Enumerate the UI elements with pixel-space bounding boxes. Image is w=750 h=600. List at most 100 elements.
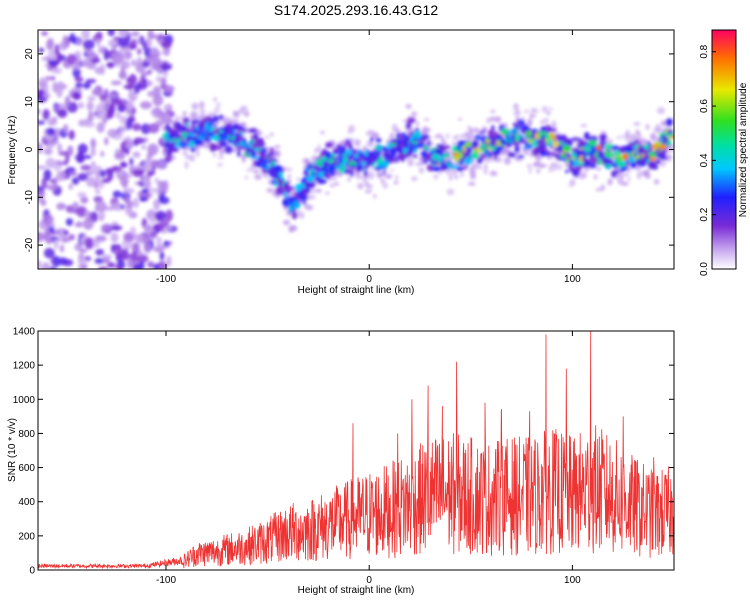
heat-cell bbox=[639, 137, 646, 144]
heat-cell bbox=[260, 162, 268, 170]
heat-cell bbox=[364, 189, 373, 194]
y-tick-label: 0 bbox=[29, 566, 35, 577]
heat-cell bbox=[524, 109, 529, 114]
heat-cell bbox=[154, 210, 167, 221]
heat-cell bbox=[348, 143, 353, 151]
heat-cell bbox=[275, 175, 280, 179]
heat-cell bbox=[320, 130, 325, 135]
heat-cell bbox=[396, 138, 402, 144]
heat-cell bbox=[155, 236, 162, 246]
heat-cell bbox=[611, 170, 617, 178]
heat-cell bbox=[56, 202, 66, 211]
heat-cell bbox=[96, 122, 105, 133]
heat-cell bbox=[238, 134, 243, 141]
heat-cell bbox=[186, 122, 190, 127]
heat-cell bbox=[46, 235, 52, 245]
heat-cell bbox=[298, 189, 305, 198]
heat-cell bbox=[110, 166, 123, 171]
heat-cell bbox=[314, 177, 323, 182]
heat-cell bbox=[513, 103, 519, 110]
heat-cell bbox=[146, 209, 157, 221]
heat-cell bbox=[336, 143, 341, 149]
heat-cell bbox=[95, 171, 101, 184]
heat-cell bbox=[84, 210, 90, 221]
heat-cell bbox=[160, 77, 167, 87]
heat-cell bbox=[136, 48, 142, 55]
heat-cell bbox=[359, 161, 368, 165]
heat-cell bbox=[325, 142, 333, 149]
y-tick-label: 1200 bbox=[13, 361, 36, 372]
heat-cell bbox=[454, 154, 460, 163]
heat-cell bbox=[194, 138, 203, 146]
heat-cell bbox=[94, 188, 101, 195]
heat-cell bbox=[106, 62, 115, 69]
heat-cell bbox=[541, 105, 549, 113]
heat-cell bbox=[269, 146, 274, 154]
heat-cell bbox=[121, 60, 131, 70]
heat-cell bbox=[529, 112, 534, 120]
heat-cell bbox=[627, 175, 631, 183]
heat-cell bbox=[102, 254, 113, 259]
x-tick-label: 0 bbox=[366, 575, 372, 586]
heat-cell bbox=[141, 236, 152, 242]
heat-cell bbox=[285, 167, 293, 172]
heat-cell bbox=[254, 173, 263, 180]
heat-cell bbox=[46, 127, 56, 136]
heat-cell bbox=[75, 153, 86, 164]
heat-cell bbox=[218, 155, 225, 160]
x-tick-label: -100 bbox=[156, 274, 176, 285]
heat-cell bbox=[175, 139, 180, 145]
heat-cell bbox=[415, 162, 424, 167]
heat-cell bbox=[578, 174, 585, 180]
heat-cell bbox=[339, 150, 346, 155]
heat-cell bbox=[230, 124, 238, 130]
heat-cell bbox=[166, 225, 173, 231]
heat-cell bbox=[184, 153, 191, 160]
heat-cell bbox=[440, 167, 446, 172]
heat-cell bbox=[636, 170, 643, 178]
heat-cell bbox=[635, 158, 644, 165]
heat-cell bbox=[557, 144, 563, 151]
heat-cell bbox=[141, 144, 147, 150]
heat-cell bbox=[189, 154, 195, 162]
heat-cell bbox=[219, 141, 224, 145]
heat-cell bbox=[112, 190, 122, 198]
heat-cell bbox=[243, 110, 250, 117]
heat-cell bbox=[468, 127, 474, 134]
heat-cell bbox=[634, 139, 640, 144]
heat-cell bbox=[155, 244, 167, 251]
heat-cell bbox=[128, 211, 138, 219]
heat-cell bbox=[182, 151, 187, 156]
heat-cell bbox=[651, 143, 658, 151]
heat-cell bbox=[550, 162, 558, 166]
heat-cell bbox=[483, 168, 487, 175]
heat-cell bbox=[643, 157, 648, 165]
heat-cell bbox=[293, 200, 300, 208]
y-tick-label: -10 bbox=[24, 190, 35, 205]
y-tick-label: -20 bbox=[24, 237, 35, 252]
heat-cell bbox=[375, 137, 382, 143]
heat-cell bbox=[446, 188, 455, 196]
heat-cell bbox=[567, 165, 573, 169]
heat-cell bbox=[58, 41, 68, 51]
heat-cell bbox=[78, 263, 88, 269]
heat-cell bbox=[84, 237, 94, 250]
heat-cell bbox=[431, 166, 441, 172]
heat-cell bbox=[67, 145, 74, 156]
heat-cell bbox=[583, 166, 589, 172]
heat-cell bbox=[610, 145, 620, 151]
heat-cell bbox=[190, 119, 200, 124]
heat-cell bbox=[262, 155, 272, 159]
heat-cell bbox=[76, 38, 82, 47]
heat-cell bbox=[364, 180, 369, 187]
heat-cell bbox=[221, 119, 228, 123]
heat-cell bbox=[195, 149, 200, 157]
heat-cell bbox=[633, 122, 641, 126]
heat-cell bbox=[287, 174, 292, 179]
spectrogram-x-ticks: -100 0 100 bbox=[156, 30, 581, 285]
heat-cell bbox=[62, 35, 69, 44]
heat-cell bbox=[59, 244, 65, 253]
heat-cell bbox=[306, 195, 313, 200]
heat-cell bbox=[159, 251, 165, 261]
heat-cell bbox=[147, 90, 155, 97]
